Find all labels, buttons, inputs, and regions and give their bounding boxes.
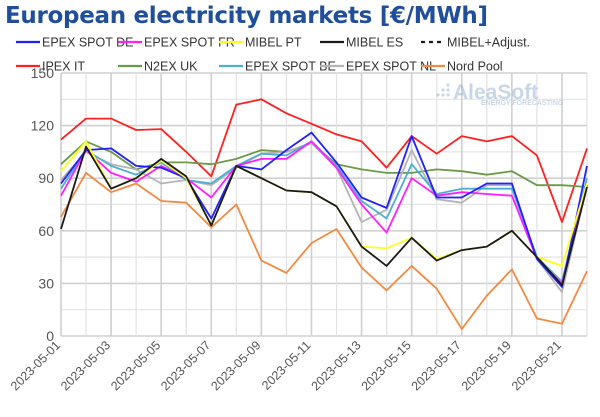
x-tick-label: 2023-05-11 — [259, 338, 313, 392]
legend-item: EPEX SPOT BE — [219, 60, 336, 74]
series-line-epex-spot-de — [60, 131, 588, 288]
x-tick-label: 2023-05-07 — [158, 338, 213, 393]
legend-item: MIBEL ES — [320, 36, 403, 50]
x-tick-label: 2023-05-17 — [409, 338, 464, 393]
legend-label: EPEX SPOT FR — [144, 36, 235, 50]
series-lines — [60, 98, 588, 330]
legend-item: N2EX UK — [118, 60, 198, 74]
legend-label: MIBEL PT — [245, 36, 302, 50]
x-tick-label: 2023-05-19 — [459, 338, 514, 393]
y-axis: 0 30 60 90 120 150 — [31, 65, 55, 344]
legend-item: Nord Pool — [421, 60, 503, 74]
y-tick-label: 0 — [46, 328, 54, 344]
aleasoft-watermark: AleaSoft ENERGY FORECASTING — [436, 81, 564, 107]
legend-label: MIBEL ES — [346, 36, 403, 50]
legend-label: N2EX UK — [144, 60, 198, 74]
legend-label: EPEX SPOT DE — [42, 36, 133, 50]
x-tick-label: 2023-05-05 — [108, 338, 163, 393]
legend-label: Nord Pool — [447, 60, 503, 74]
series-line-epex-spot-be — [60, 140, 588, 283]
legend-label: EPEX SPOT BE — [245, 60, 336, 74]
series-line-ipex-it — [60, 98, 588, 223]
y-tick-label: 150 — [31, 65, 55, 81]
chart-title: European electricity markets [€/MWh] — [5, 3, 488, 29]
legend-item: MIBEL PT — [219, 36, 302, 50]
series-line-mibel-es — [60, 145, 588, 287]
x-tick-label: 2023-05-13 — [309, 338, 364, 393]
watermark-brand: AleaSoft — [453, 81, 538, 104]
series-line-mibel-pt — [60, 140, 588, 267]
legend-item: EPEX SPOT FR — [118, 36, 235, 50]
x-tick-label: 2023-05-15 — [359, 338, 414, 393]
logo-dots-icon — [436, 83, 450, 97]
legend-item: MIBEL+Adjust. — [421, 36, 530, 50]
y-tick-label: 120 — [31, 118, 55, 134]
legend-label: EPEX SPOT NL — [346, 60, 436, 74]
grid — [60, 72, 588, 337]
legend-label: MIBEL+Adjust. — [447, 36, 530, 50]
x-tick-label: 2023-05-21 — [509, 338, 564, 393]
x-axis: 2023-05-012023-05-032023-05-052023-05-07… — [8, 338, 564, 393]
legend-label: IPEX IT — [42, 60, 85, 74]
x-tick-label: 2023-05-09 — [208, 338, 263, 393]
y-tick-label: 30 — [38, 275, 54, 291]
x-tick-label: 2023-05-03 — [58, 338, 113, 393]
legend: EPEX SPOT DE EPEX SPOT FR MIBEL PT MIBEL ES… — [16, 36, 530, 74]
legend-item: EPEX SPOT DE — [16, 36, 133, 50]
y-tick-label: 90 — [38, 170, 54, 186]
x-tick-label: 2023-05-01 — [8, 338, 63, 393]
legend-item: EPEX SPOT NL — [320, 60, 436, 74]
watermark-tagline: ENERGY FORECASTING — [481, 100, 564, 107]
series-line-nord-pool — [60, 172, 588, 330]
y-tick-label: 60 — [38, 223, 54, 239]
legend-item: IPEX IT — [16, 60, 85, 74]
series-line-epex-spot-fr — [60, 140, 588, 285]
